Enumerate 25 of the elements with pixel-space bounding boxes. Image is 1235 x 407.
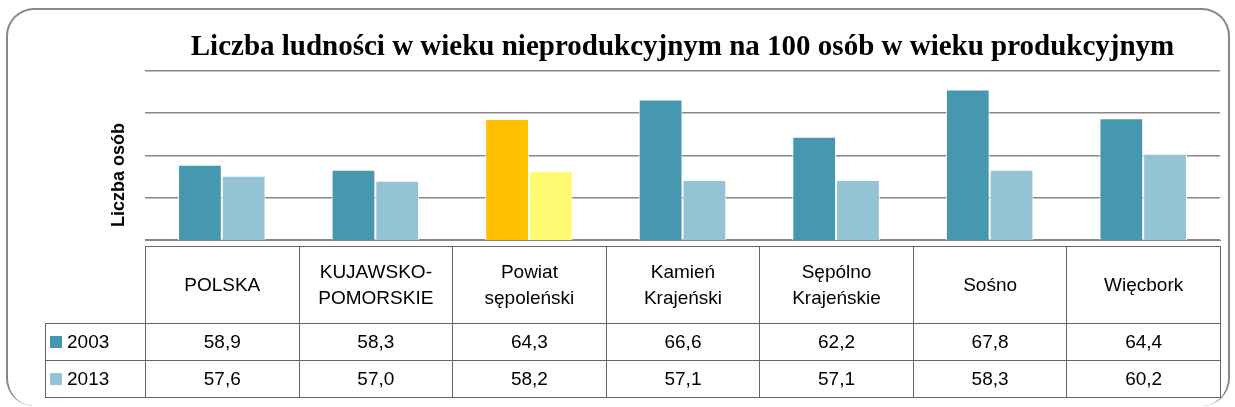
- x-tick-label: Powiat sępoleński: [452, 246, 607, 324]
- x-tick-label: Więcbork: [1066, 246, 1221, 324]
- legend-label: 2003: [45, 323, 146, 361]
- x-tick-label: Sępólno Krajeńskie: [759, 246, 914, 324]
- chart-title: Liczba ludności w wieku nieprodukcyjnym na 100 osób w wieku produkcyjnym: [190, 28, 1175, 61]
- data-label: 64,4: [1066, 323, 1221, 361]
- data-label: 57,0: [299, 360, 453, 398]
- data-label: 66,6: [606, 323, 760, 361]
- data-label: 60,2: [1066, 360, 1221, 398]
- data-label: 58,3: [913, 360, 1067, 398]
- x-tick-label: Sośno: [913, 246, 1067, 324]
- data-label: 57,1: [759, 360, 914, 398]
- data-label: 57,6: [145, 360, 300, 398]
- y-axis-title: Liczba osób: [107, 122, 129, 228]
- data-label: 64,3: [452, 323, 607, 361]
- data-label: 67,8: [913, 323, 1067, 361]
- data-label: 57,1: [606, 360, 760, 398]
- legend-label: 2013: [45, 360, 146, 398]
- data-label: 62,2: [759, 323, 914, 361]
- data-label: 58,9: [145, 323, 300, 361]
- data-label: 58,3: [299, 323, 453, 361]
- data-label: 58,2: [452, 360, 607, 398]
- x-tick-label: Kamień Krajeński: [606, 246, 760, 324]
- x-tick-label: KUJAWSKO-POMORSKIE: [299, 246, 453, 324]
- x-tick-label: POLSKA: [145, 246, 300, 324]
